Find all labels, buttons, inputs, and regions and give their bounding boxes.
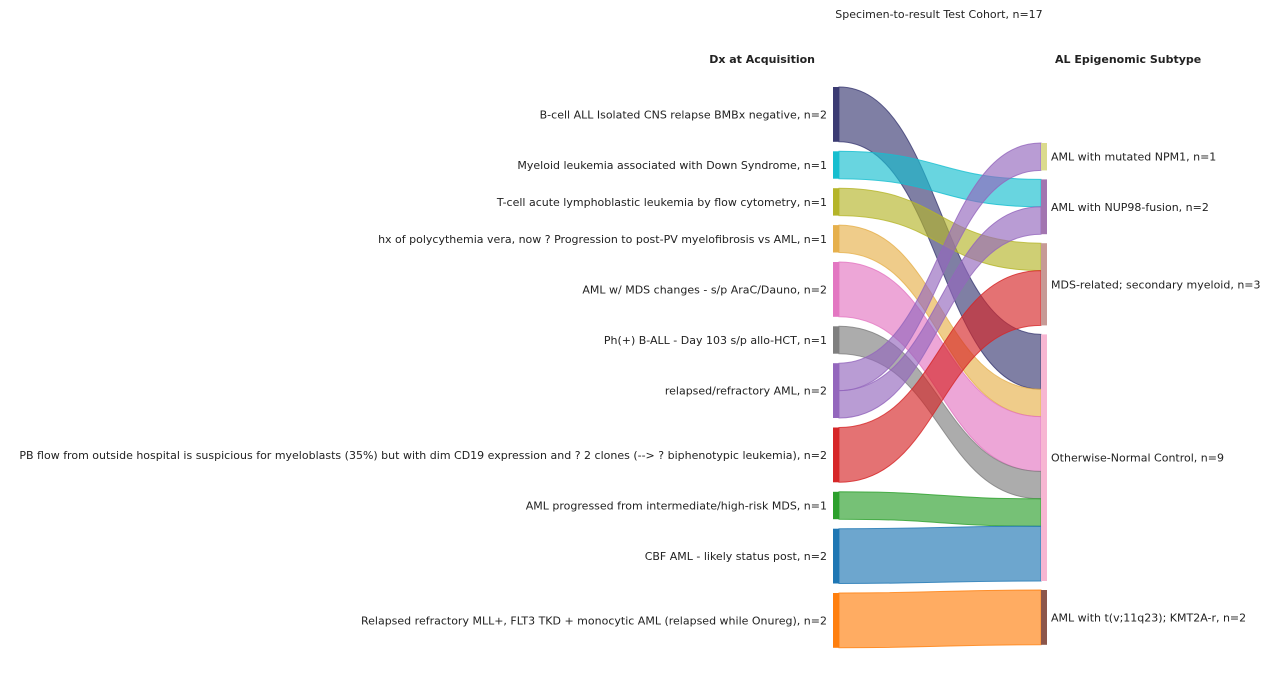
node-label-cbf-aml-likely-status-post-n-2: CBF AML - likely status post, n=2 <box>645 550 827 563</box>
node-bar-relapsed-refractory-mll-flt3-tkd-monocyt <box>833 593 839 648</box>
node-label-b-cell-all-isolated-cns-relapse-bmbx-neg: B-cell ALL Isolated CNS relapse BMBx neg… <box>540 108 827 121</box>
chart-title: Specimen-to-result Test Cohort, n=17 <box>835 8 1042 21</box>
node-bar-aml-with-t-v-11q23-kmt2a-r-n-2 <box>1041 590 1047 645</box>
node-bar-aml-w-mds-changes-s-p-arac-dauno-n-2 <box>833 262 839 317</box>
node-bar-mds-related-secondary-myeloid-n-3 <box>1041 243 1047 326</box>
sankey-nodes <box>833 87 1047 648</box>
node-bar-ph-b-all-day-103-s-p-allo-hct-n-1 <box>833 326 839 354</box>
sankey-links <box>838 86 1042 649</box>
flow-l9-to-r3 <box>838 525 1042 585</box>
node-label-aml-with-nup98-fusion-n-2: AML with NUP98-fusion, n=2 <box>1051 201 1209 214</box>
node-bar-otherwise-normal-control-n-9 <box>1041 334 1047 581</box>
flow-l10-to-r4 <box>838 589 1042 649</box>
node-label-ph-b-all-day-103-s-p-allo-hct-n-1: Ph(+) B-ALL - Day 103 s/p allo-HCT, n=1 <box>604 334 827 347</box>
node-bar-aml-with-mutated-npm1-n-1 <box>1041 143 1047 171</box>
node-label-relapsed-refractory-mll-flt3-tkd-monocyt: Relapsed refractory MLL+, FLT3 TKD + mon… <box>361 614 827 627</box>
node-bar-aml-with-nup98-fusion-n-2 <box>1041 179 1047 235</box>
node-label-otherwise-normal-control-n-9: Otherwise-Normal Control, n=9 <box>1051 452 1224 465</box>
node-label-aml-w-mds-changes-s-p-arac-dauno-n-2: AML w/ MDS changes - s/p AraC/Dauno, n=2 <box>582 283 827 296</box>
node-label-aml-with-t-v-11q23-kmt2a-r-n-2: AML with t(v;11q23); KMT2A-r, n=2 <box>1051 611 1246 624</box>
node-label-myeloid-leukemia-associated-with-down-sy: Myeloid leukemia associated with Down Sy… <box>517 159 827 172</box>
node-bar-cbf-aml-likely-status-post-n-2 <box>833 528 839 584</box>
node-bar-myeloid-leukemia-associated-with-down-sy <box>833 151 839 179</box>
node-label-mds-related-secondary-myeloid-n-3: MDS-related; secondary myeloid, n=3 <box>1051 278 1261 291</box>
left-column-header: Dx at Acquisition <box>709 53 815 66</box>
node-label-aml-with-mutated-npm1-n-1: AML with mutated NPM1, n=1 <box>1051 151 1216 164</box>
node-label-aml-progressed-from-intermediate-high-ri: AML progressed from intermediate/high-ri… <box>526 500 827 513</box>
node-bar-hx-of-polycythemia-vera-now-progression- <box>833 225 839 253</box>
node-label-hx-of-polycythemia-vera-now-progression-: hx of polycythemia vera, now ? Progressi… <box>378 233 827 246</box>
node-bar-t-cell-acute-lymphoblastic-leukemia-by-f <box>833 188 839 216</box>
node-label-relapsed-refractory-aml-n-2: relapsed/refractory AML, n=2 <box>665 385 827 398</box>
right-column-header: AL Epigenomic Subtype <box>1055 53 1201 66</box>
node-label-t-cell-acute-lymphoblastic-leukemia-by-f: T-cell acute lymphoblastic leukemia by f… <box>496 196 827 209</box>
node-label-pb-flow-from-outside-hospital-is-suspici: PB flow from outside hospital is suspici… <box>19 449 827 462</box>
node-bar-aml-progressed-from-intermediate-high-ri <box>833 491 839 520</box>
sankey-labels: B-cell ALL Isolated CNS relapse BMBx neg… <box>19 108 1260 627</box>
node-bar-b-cell-all-isolated-cns-relapse-bmbx-neg <box>833 87 839 142</box>
node-bar-relapsed-refractory-aml-n-2 <box>833 363 839 418</box>
node-bar-pb-flow-from-outside-hospital-is-suspici <box>833 427 839 483</box>
flow-l8-to-r3 <box>838 491 1042 527</box>
